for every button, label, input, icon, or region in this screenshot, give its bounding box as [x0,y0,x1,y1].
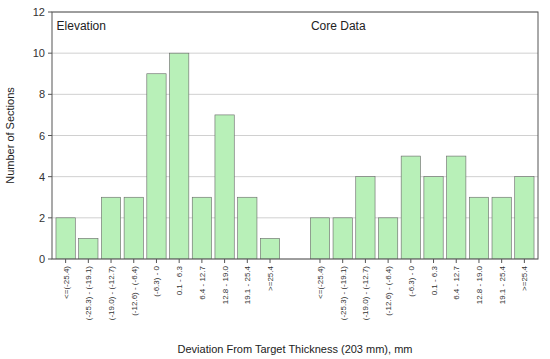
bar [378,218,397,259]
y-tick-label: 0 [39,253,45,265]
y-tick-label: 8 [39,88,45,100]
grid-line [52,94,538,95]
bar [515,177,534,259]
x-tick-label: 19.1 - 25.4 [498,265,507,304]
grid-line [52,53,538,54]
bar [56,218,75,259]
bar [424,177,443,259]
bar [447,156,466,259]
x-tick-label: 12.8 - 19.0 [475,265,484,304]
y-tick-label: 10 [33,47,45,59]
x-tick [88,259,89,263]
x-tick [133,259,134,263]
x-tick-label: >=25.4 [266,265,275,290]
y-tick-label: 4 [39,171,45,183]
y-tick-label: 2 [39,212,45,224]
bar [79,238,98,259]
bar [492,197,511,259]
x-tick-label: (-19.0) - (-12.7) [361,266,370,321]
bar [238,197,257,259]
bar [147,74,166,259]
bar [170,53,189,259]
x-tick-label: (-25.3) - (-19.1) [84,266,93,321]
grid [52,12,538,259]
bar [101,197,120,259]
y-tick [48,94,52,95]
bar [401,156,420,259]
x-tick [65,259,66,263]
bar [310,218,329,259]
group-label: Core Data [311,19,366,33]
y-tick [48,259,52,260]
x-tick-label: >=25.4 [520,265,529,290]
x-tick-label: <=(-25.4) [62,266,71,299]
x-tick [524,259,525,263]
x-tick-label: 0.1 - 6.3 [175,265,184,295]
x-tick-label: 19.1 - 25.4 [243,265,252,304]
x-tick-label: (-12.6) - (-6.4) [384,266,393,316]
x-tick-label: <=(-25.4) [316,266,325,299]
bar [192,197,211,259]
y-tick [48,176,52,177]
bar [469,197,488,259]
bar [260,238,279,259]
x-tick-label: (-6.3) - 0 [407,265,416,296]
x-tick [201,259,202,263]
x-tick-label: 6.4 - 12.7 [452,265,461,299]
x-tick [224,259,225,263]
x-tick [342,259,343,263]
x-tick [247,259,248,263]
y-tick [48,53,52,54]
x-tick [433,259,434,263]
x-axis-label: Deviation From Target Thickness (203 mm)… [178,343,413,355]
x-tick [478,259,479,263]
x-tick-label: 0.1 - 6.3 [430,265,439,295]
x-tick [270,259,271,263]
y-tick [48,135,52,136]
y-tick-label: 12 [33,6,45,18]
bar [215,115,234,259]
x-tick-label: (-25.3) - (-19.1) [339,266,348,321]
x-tick [410,259,411,263]
bars [56,53,534,259]
group-label: Elevation [57,19,106,33]
x-tick [156,259,157,263]
bar [356,177,375,259]
x-tick-label: 6.4 - 12.7 [198,265,207,299]
x-tick [501,259,502,263]
chart: 0 2 4 6 8 10 12 <=(-25.4) (-25.3) - (-19.1) (-19.… [0,0,550,359]
bar [333,218,352,259]
y-axis-label: Number of Sections [4,87,16,184]
x-tick [388,259,389,263]
x-tick [365,259,366,263]
x-tick-label: 12.8 - 19.0 [221,265,230,304]
bar [124,197,143,259]
plot-frame [52,12,538,259]
x-tick [179,259,180,263]
x-tick [456,259,457,263]
y-tick-label: 6 [39,130,45,142]
y-tick [48,217,52,218]
x-tick [319,259,320,263]
x-tick-label: (-12.6) - (-6.4) [130,266,139,316]
x-tick-label: (-19.0) - (-12.7) [107,266,116,321]
x-tick [111,259,112,263]
y-tick [48,12,52,13]
x-tick-label: (-6.3) - 0 [152,265,161,296]
grid-line [52,135,538,136]
